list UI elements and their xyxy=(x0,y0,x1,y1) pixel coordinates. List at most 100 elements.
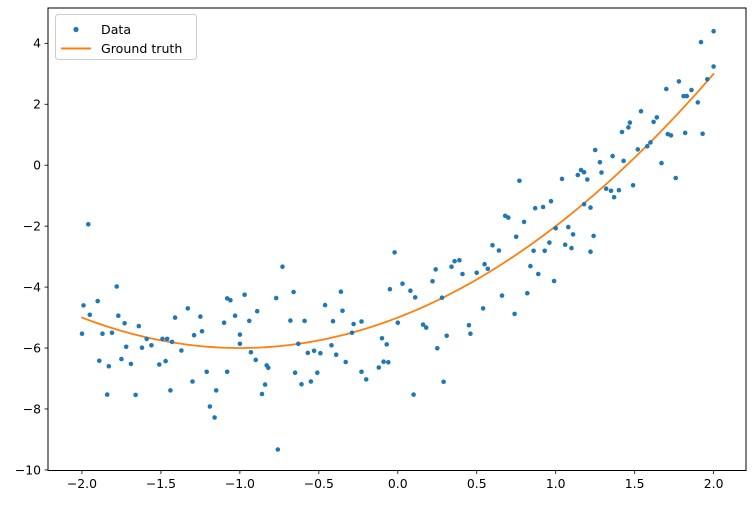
data-point xyxy=(490,243,495,248)
data-point xyxy=(191,332,197,338)
y-tick-label: 0 xyxy=(33,158,41,173)
data-point xyxy=(444,333,450,339)
data-point xyxy=(359,369,364,375)
data-point xyxy=(384,342,390,347)
data-point xyxy=(248,350,254,355)
data-point xyxy=(259,391,265,397)
data-point xyxy=(349,330,355,336)
data-point xyxy=(449,264,454,270)
data-point xyxy=(288,318,293,323)
data-point xyxy=(213,388,219,393)
data-point xyxy=(638,109,644,114)
data-point xyxy=(204,369,209,375)
data-point xyxy=(603,186,609,191)
x-tick-label: −2.0 xyxy=(67,476,97,491)
data-point xyxy=(275,447,281,452)
data-point xyxy=(308,379,314,384)
data-point xyxy=(122,321,127,326)
x-tick-label: 0.5 xyxy=(467,476,487,491)
data-point xyxy=(673,175,678,181)
data-point xyxy=(109,330,115,336)
data-point xyxy=(212,415,217,420)
x-tick-label: 1.5 xyxy=(625,476,645,491)
data-point xyxy=(280,264,285,270)
data-point xyxy=(430,279,435,284)
legend-label: Data xyxy=(101,22,131,37)
data-point xyxy=(292,370,298,376)
data-point xyxy=(452,258,457,264)
data-point xyxy=(136,323,142,329)
data-point xyxy=(468,331,473,337)
data-point xyxy=(291,289,296,295)
data-point xyxy=(536,271,541,277)
data-point xyxy=(207,404,213,409)
data-point xyxy=(273,295,279,301)
data-point xyxy=(521,219,527,225)
x-tick-label: −0.5 xyxy=(304,476,334,491)
data-point xyxy=(654,115,660,120)
data-point xyxy=(460,271,465,277)
data-point xyxy=(411,392,416,397)
data-point xyxy=(164,336,170,342)
data-point xyxy=(179,348,184,353)
data-point xyxy=(237,341,243,347)
data-point xyxy=(659,160,664,166)
data-point xyxy=(318,350,323,356)
axes-frame xyxy=(47,7,747,471)
legend-marker-dot xyxy=(73,26,79,33)
data-point xyxy=(262,382,268,387)
data-point xyxy=(665,131,671,137)
data-point xyxy=(512,311,517,317)
data-point xyxy=(575,172,581,178)
data-point xyxy=(553,226,558,231)
legend: Data Ground truth xyxy=(55,14,197,60)
data-point xyxy=(381,359,386,365)
data-point xyxy=(499,293,505,298)
scatter-points xyxy=(79,28,716,452)
x-tick-label: −1.5 xyxy=(146,476,176,491)
data-point xyxy=(86,222,91,227)
data-point xyxy=(423,325,429,330)
data-point xyxy=(547,240,552,245)
data-point xyxy=(700,131,705,137)
data-point xyxy=(681,93,686,99)
data-point xyxy=(630,183,636,188)
data-point xyxy=(506,215,511,220)
y-tick-label: −2 xyxy=(23,219,41,234)
data-point xyxy=(376,365,382,370)
data-point xyxy=(242,292,247,298)
y-tick-label: 4 xyxy=(33,36,41,51)
legend-label: Ground truth xyxy=(101,41,182,56)
data-point xyxy=(457,258,462,263)
data-point xyxy=(496,248,502,253)
data-point xyxy=(532,205,538,211)
y-tick-label: −4 xyxy=(23,279,41,294)
axes-spines xyxy=(47,7,747,471)
data-point xyxy=(185,306,191,311)
data-point xyxy=(698,39,704,45)
y-axis-ticks: 4 2 0 −2 −4 −6 −8 −10 xyxy=(15,36,48,477)
data-point xyxy=(474,270,480,276)
data-point xyxy=(237,332,243,337)
data-point xyxy=(610,153,615,159)
data-point xyxy=(329,343,334,348)
data-point xyxy=(645,144,650,149)
data-point xyxy=(548,198,554,204)
data-point xyxy=(311,348,317,354)
x-axis-ticks: −2.0 −1.5 −1.0 −0.5 0.0 0.5 1.0 1.5 2.0 xyxy=(67,470,724,491)
data-point xyxy=(119,356,124,362)
data-point xyxy=(581,169,587,175)
data-point xyxy=(608,188,614,194)
data-point xyxy=(420,322,426,327)
data-point xyxy=(224,369,230,375)
data-point xyxy=(266,365,271,371)
data-point xyxy=(379,336,385,341)
data-point xyxy=(315,370,320,376)
data-point xyxy=(139,345,145,351)
data-point xyxy=(528,263,533,269)
data-point xyxy=(359,319,364,324)
data-point xyxy=(95,298,100,304)
data-point xyxy=(198,314,203,319)
